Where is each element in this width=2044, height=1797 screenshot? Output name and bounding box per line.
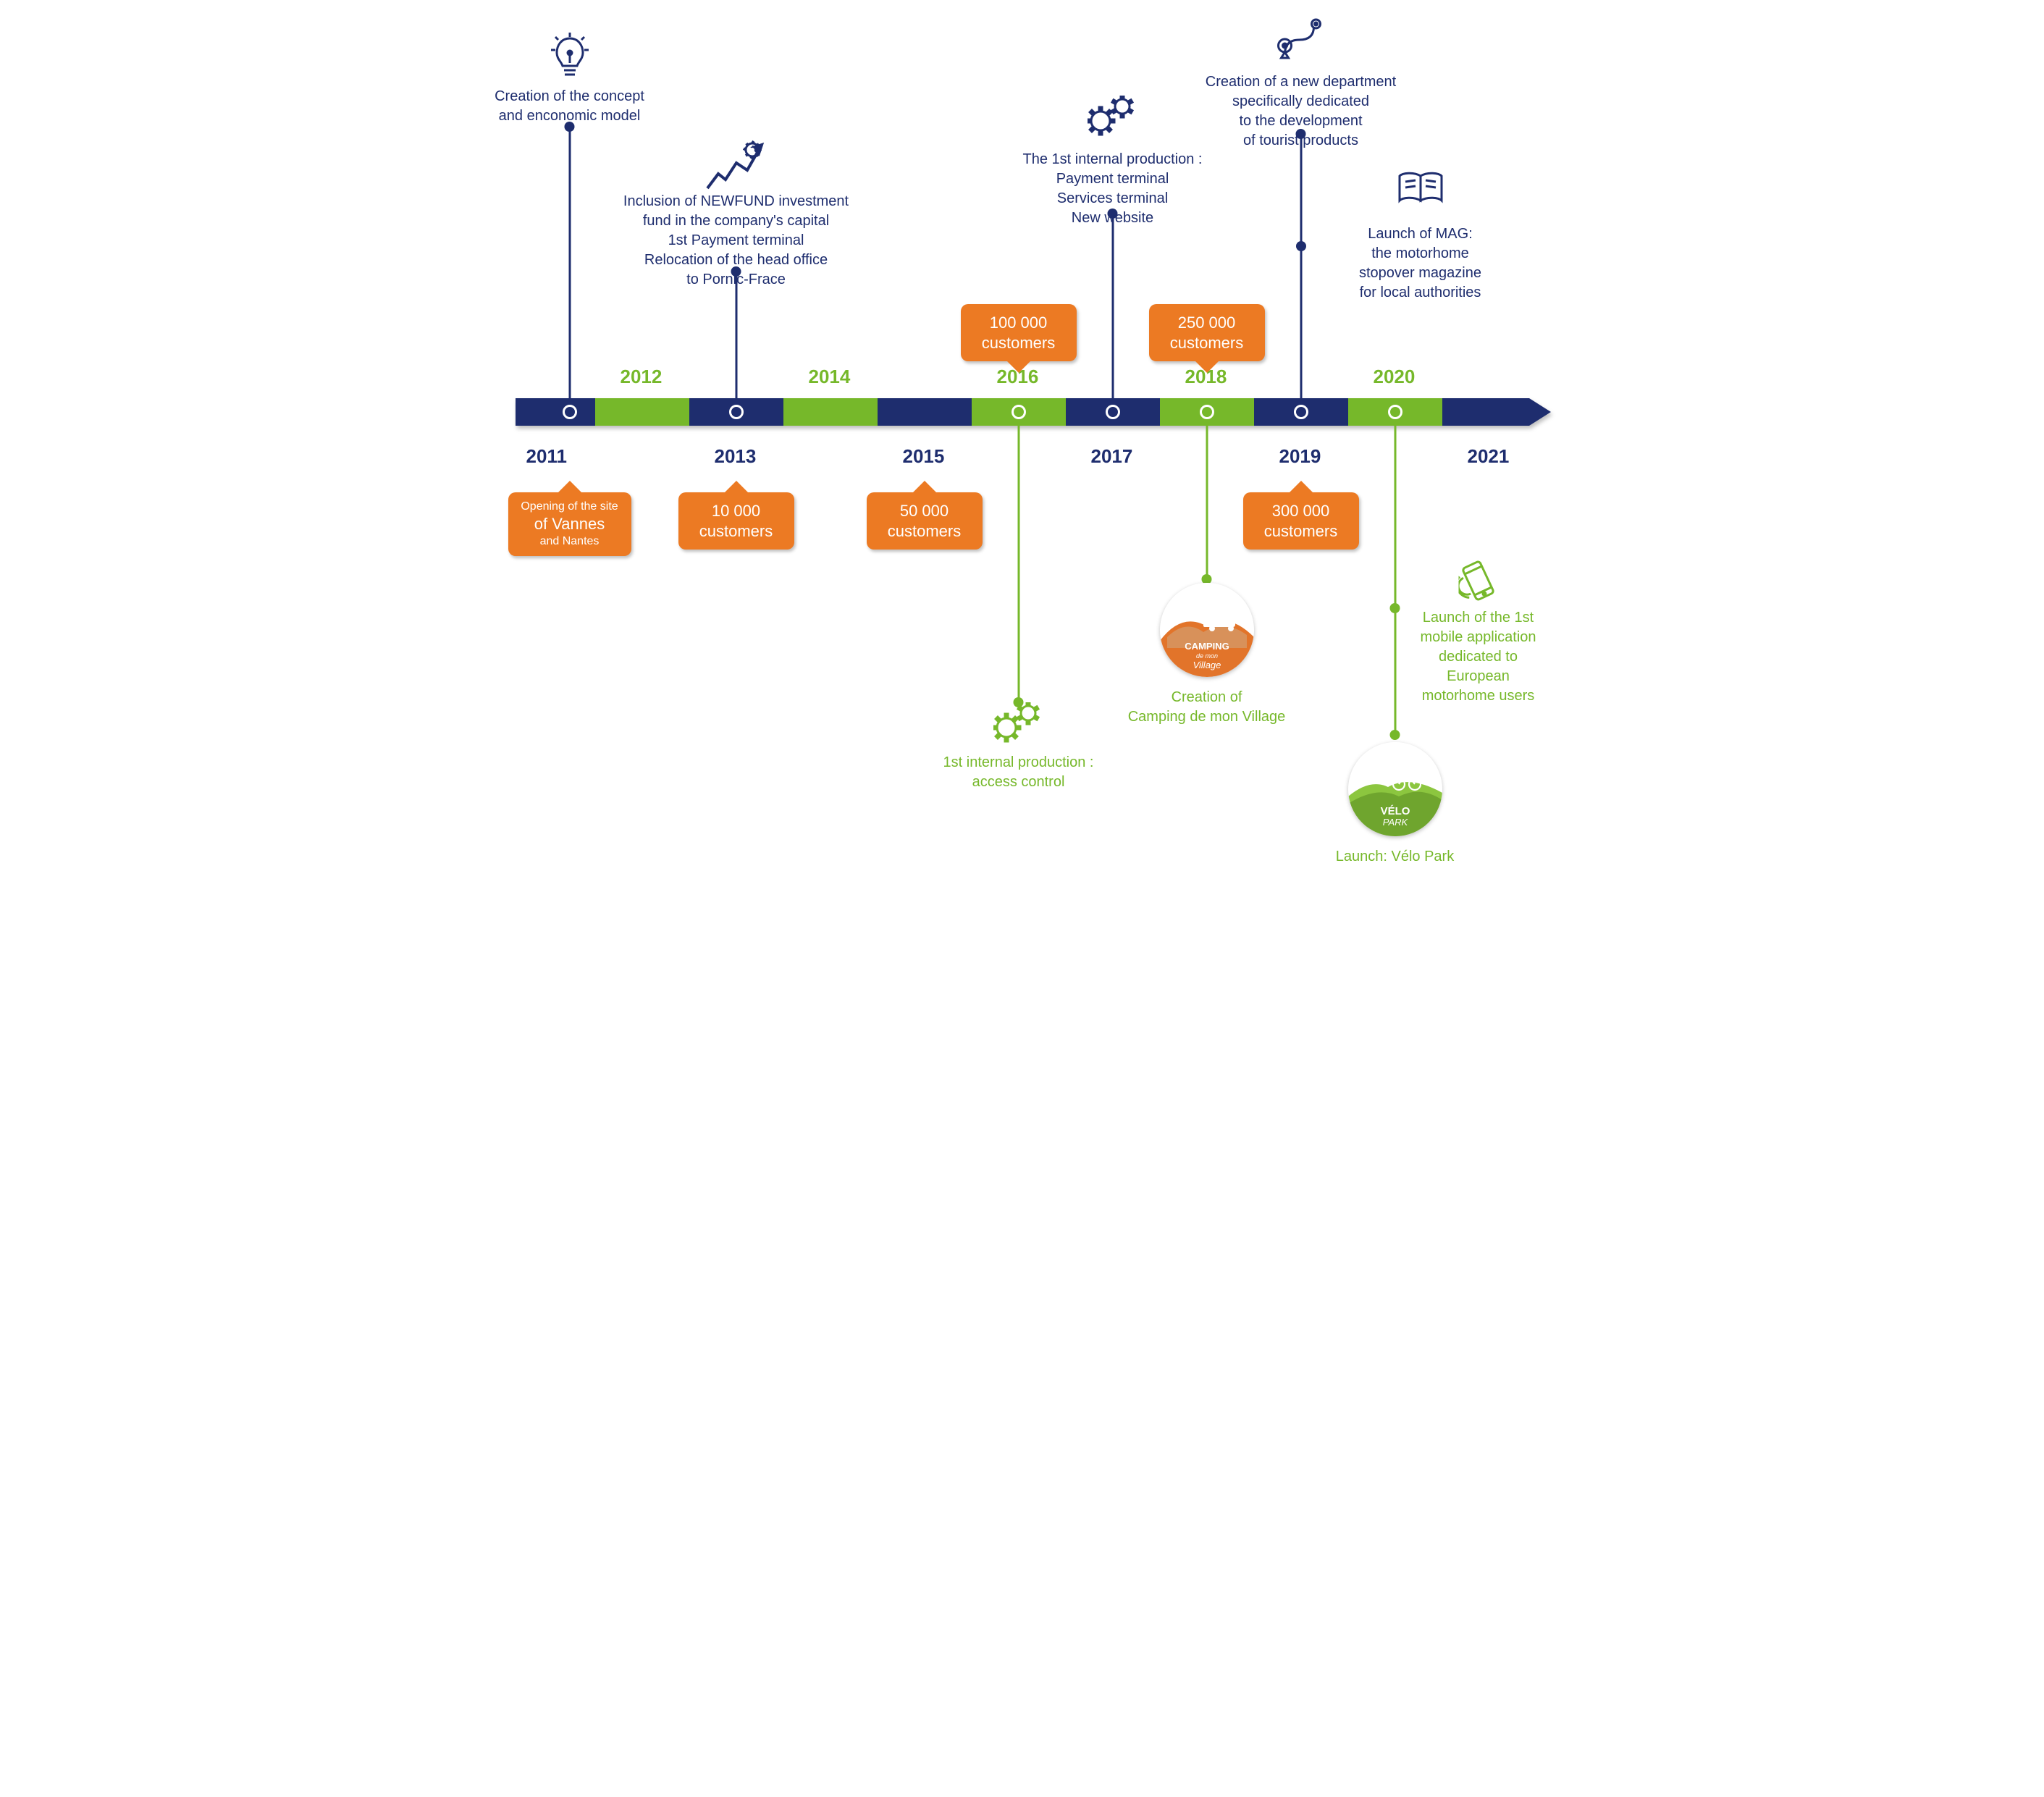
milestone-text: 1st internal production :access control — [907, 753, 1131, 792]
connector-line — [568, 127, 571, 398]
milestone-text: Launch of the 1stmobile applicationdedic… — [1402, 608, 1555, 706]
timeline-node — [1012, 405, 1026, 419]
route-icon — [1274, 18, 1328, 65]
timeline-arrowhead — [1529, 398, 1551, 426]
connector-line — [1206, 426, 1208, 579]
svg-text:PARK: PARK — [1382, 817, 1408, 828]
connector-line — [1017, 426, 1019, 702]
svg-text:CAMPING: CAMPING — [1185, 641, 1229, 652]
velo-logo: VÉLO PARK — [1348, 742, 1442, 836]
lightbulb-icon — [548, 33, 592, 87]
year-label: 2012 — [621, 366, 663, 388]
timeline-segment — [516, 398, 595, 426]
timeline-node — [1106, 405, 1120, 419]
connector-line — [735, 272, 737, 398]
year-label: 2021 — [1468, 445, 1510, 468]
milestone-text: Launch of MAG:the motorhomestopover maga… — [1334, 224, 1507, 303]
gears-green-icon — [993, 702, 1044, 749]
milestone-text: Launch: Vélo Park — [1323, 847, 1468, 867]
timeline-node — [1200, 405, 1214, 419]
timeline-node — [1294, 405, 1308, 419]
timeline-segment — [1442, 398, 1529, 426]
customers-callout: 50 000customers — [867, 492, 983, 550]
year-label: 2015 — [903, 445, 945, 468]
svg-text:de mon: de mon — [1195, 652, 1217, 660]
growth-icon — [704, 138, 769, 199]
customers-callout: 10 000customers — [678, 492, 794, 550]
customers-callout: Opening of the siteof Vannesand Nantes — [508, 492, 631, 556]
year-label: 2017 — [1091, 445, 1133, 468]
year-label: 2020 — [1374, 366, 1416, 388]
customers-callout: 100 000customers — [961, 304, 1077, 361]
milestone-text: Inclusion of NEWFUND investmentfund in t… — [602, 192, 870, 290]
timeline-segment — [878, 398, 972, 426]
year-label: 2014 — [809, 366, 851, 388]
timeline-node — [563, 405, 577, 419]
year-label: 2019 — [1279, 445, 1321, 468]
connector-dot — [1296, 241, 1306, 251]
milestone-text: Creation of a new departmentspecifically… — [1185, 72, 1417, 151]
customers-callout: 250 000customers — [1149, 304, 1265, 361]
svg-text:VÉLO: VÉLO — [1380, 805, 1410, 817]
svg-text:Village: Village — [1193, 660, 1221, 670]
milestone-text: Creation ofCamping de mon Village — [1106, 688, 1308, 727]
book-icon — [1395, 170, 1446, 210]
camping-logo: CAMPING de mon Village — [1160, 583, 1254, 677]
timeline-segment — [595, 398, 689, 426]
year-label: 2011 — [526, 445, 567, 468]
gears-icon — [1088, 96, 1138, 143]
connector-line — [1394, 608, 1396, 735]
milestone-text: The 1st internal production :Payment ter… — [997, 150, 1229, 228]
connector-line — [1394, 426, 1396, 608]
customers-callout: 300 000customers — [1243, 492, 1359, 550]
year-label: 2013 — [715, 445, 757, 468]
timeline-node — [729, 405, 744, 419]
connector-line — [1111, 214, 1114, 398]
timeline-node — [1388, 405, 1402, 419]
milestone-text: Creation of the conceptand enconomic mod… — [468, 87, 671, 126]
timeline-segment — [783, 398, 878, 426]
phone-green-icon — [1458, 557, 1498, 608]
connector-line — [1300, 134, 1302, 398]
